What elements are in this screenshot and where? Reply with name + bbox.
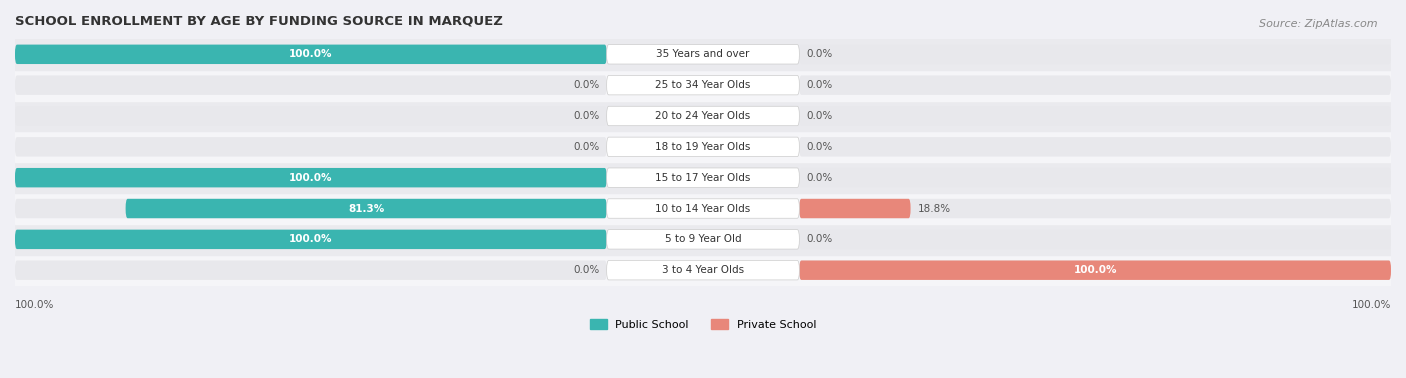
Bar xyxy=(15,39,1391,70)
FancyBboxPatch shape xyxy=(799,260,1391,280)
Text: 15 to 17 Year Olds: 15 to 17 Year Olds xyxy=(655,173,751,183)
Bar xyxy=(15,255,1391,286)
Text: 100.0%: 100.0% xyxy=(290,234,333,244)
Bar xyxy=(15,132,1391,162)
Bar xyxy=(15,224,1391,255)
Text: 10 to 14 Year Olds: 10 to 14 Year Olds xyxy=(655,203,751,214)
Text: 18.8%: 18.8% xyxy=(918,203,950,214)
Text: 20 to 24 Year Olds: 20 to 24 Year Olds xyxy=(655,111,751,121)
Bar xyxy=(15,101,1391,132)
Text: 100.0%: 100.0% xyxy=(1073,265,1116,275)
FancyBboxPatch shape xyxy=(799,260,1391,280)
FancyBboxPatch shape xyxy=(606,168,800,187)
FancyBboxPatch shape xyxy=(799,137,1391,156)
FancyBboxPatch shape xyxy=(15,260,607,280)
FancyBboxPatch shape xyxy=(15,76,607,95)
Text: 0.0%: 0.0% xyxy=(806,80,832,90)
FancyBboxPatch shape xyxy=(606,260,800,280)
FancyBboxPatch shape xyxy=(799,199,1391,218)
FancyBboxPatch shape xyxy=(15,45,607,64)
Bar xyxy=(15,162,1391,193)
Text: 100.0%: 100.0% xyxy=(290,49,333,59)
FancyBboxPatch shape xyxy=(15,137,607,156)
Text: 0.0%: 0.0% xyxy=(806,173,832,183)
FancyBboxPatch shape xyxy=(125,199,607,218)
Text: 0.0%: 0.0% xyxy=(806,49,832,59)
FancyBboxPatch shape xyxy=(15,106,607,126)
Text: 18 to 19 Year Olds: 18 to 19 Year Olds xyxy=(655,142,751,152)
FancyBboxPatch shape xyxy=(606,137,800,156)
FancyBboxPatch shape xyxy=(15,230,607,249)
FancyBboxPatch shape xyxy=(15,230,607,249)
Text: SCHOOL ENROLLMENT BY AGE BY FUNDING SOURCE IN MARQUEZ: SCHOOL ENROLLMENT BY AGE BY FUNDING SOUR… xyxy=(15,15,503,28)
Text: 35 Years and over: 35 Years and over xyxy=(657,49,749,59)
Text: 100.0%: 100.0% xyxy=(290,173,333,183)
FancyBboxPatch shape xyxy=(799,106,1391,126)
FancyBboxPatch shape xyxy=(799,230,1391,249)
FancyBboxPatch shape xyxy=(799,45,1391,64)
FancyBboxPatch shape xyxy=(799,168,1391,187)
FancyBboxPatch shape xyxy=(15,199,607,218)
Text: 3 to 4 Year Olds: 3 to 4 Year Olds xyxy=(662,265,744,275)
FancyBboxPatch shape xyxy=(15,45,607,64)
Text: 100.0%: 100.0% xyxy=(15,299,55,310)
FancyBboxPatch shape xyxy=(15,168,607,187)
Text: 81.3%: 81.3% xyxy=(349,203,384,214)
Text: 0.0%: 0.0% xyxy=(574,265,600,275)
Text: 0.0%: 0.0% xyxy=(806,234,832,244)
Text: 0.0%: 0.0% xyxy=(806,142,832,152)
Text: 100.0%: 100.0% xyxy=(1351,299,1391,310)
FancyBboxPatch shape xyxy=(606,76,800,95)
FancyBboxPatch shape xyxy=(799,199,911,218)
Text: 5 to 9 Year Old: 5 to 9 Year Old xyxy=(665,234,741,244)
Text: Source: ZipAtlas.com: Source: ZipAtlas.com xyxy=(1260,19,1378,29)
FancyBboxPatch shape xyxy=(15,168,607,187)
Text: 0.0%: 0.0% xyxy=(574,142,600,152)
Text: 25 to 34 Year Olds: 25 to 34 Year Olds xyxy=(655,80,751,90)
Bar xyxy=(15,70,1391,101)
Text: 0.0%: 0.0% xyxy=(574,111,600,121)
FancyBboxPatch shape xyxy=(606,199,800,218)
FancyBboxPatch shape xyxy=(606,45,800,64)
FancyBboxPatch shape xyxy=(606,230,800,249)
Legend: Public School, Private School: Public School, Private School xyxy=(585,314,821,335)
Bar xyxy=(15,193,1391,224)
Text: 0.0%: 0.0% xyxy=(806,111,832,121)
FancyBboxPatch shape xyxy=(606,106,800,126)
FancyBboxPatch shape xyxy=(799,76,1391,95)
Text: 0.0%: 0.0% xyxy=(574,80,600,90)
